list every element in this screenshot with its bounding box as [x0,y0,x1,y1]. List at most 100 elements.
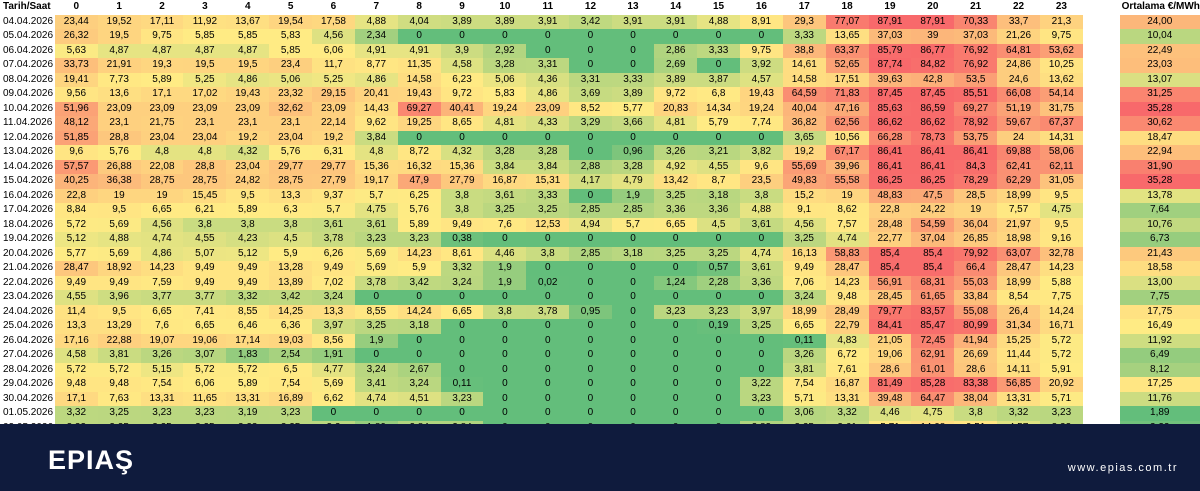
row-date: 25.04.2026 [0,319,55,334]
price-cell: 3,61 [354,217,398,232]
price-cell: 4,75 [911,406,955,421]
price-cell: 58,83 [825,246,869,261]
price-cell: 5,77 [54,246,98,261]
table-row: 17.04.2026 8,84 9,5 6,65 6,21 5,89 6,3 5,7 4,75 5… [0,203,1200,218]
price-cell: 21,3 [1039,14,1083,29]
price-cell: 24,6 [997,72,1040,87]
spacer-cell [1082,232,1120,247]
price-cell: 33,84 [954,290,998,305]
price-cell: 17,11 [140,14,184,29]
price-cell: 5,69 [97,246,141,261]
table-row: 30.04.2026 17,1 7,63 13,31 11,65 13,31 16,89 6,… [0,391,1200,406]
price-cell: 19,54 [269,14,313,29]
price-cell: 3,23 [654,304,698,319]
row-date: 23.04.2026 [0,290,55,305]
price-cell: 9,1 [782,203,826,218]
price-cell: 4,81 [654,116,698,131]
price-cell: 4,46 [868,406,912,421]
daily-average-cell: 22,94 [1119,145,1200,160]
price-cell: 3,81 [97,348,141,363]
spacer-cell [1082,72,1120,87]
price-cell: 0 [569,319,612,334]
price-cell: 14,23 [140,261,184,276]
price-cell: 13,31 [226,391,270,406]
price-cell: 19,24 [483,101,527,116]
spacer-cell [1082,203,1120,218]
price-cell: 9,72 [654,87,698,102]
price-cell: 20,83 [654,101,698,116]
price-cell: 5,79 [697,116,740,131]
price-cell: 5,69 [354,261,398,276]
price-cell: 5,85 [226,29,270,44]
price-cell: 14,61 [782,58,826,73]
price-cell: 23,1 [97,116,141,131]
daily-average-cell: 6,49 [1119,348,1200,363]
price-cell: 3,25 [697,246,740,261]
table-row: 23.04.2026 4,55 3,96 3,77 3,77 3,32 3,42 3,24 0 0… [0,290,1200,305]
price-cell: 3,41 [354,377,398,392]
price-cell: 0 [739,130,783,145]
price-cell: 3,91 [611,14,655,29]
price-cell: 85,4 [868,246,912,261]
price-cell: 7,06 [782,275,826,290]
row-date: 28.04.2026 [0,362,55,377]
price-cell: 3,33 [782,29,826,44]
spacer-cell [1082,377,1120,392]
price-cell: 47,5 [911,188,955,203]
price-cell: 9,49 [54,275,98,290]
price-cell: 19,43 [397,87,441,102]
price-cell: 9,37 [312,188,355,203]
price-cell: 16,87 [825,377,869,392]
price-cell: 0 [654,130,698,145]
price-cell: 22,8 [54,188,98,203]
price-cell: 16,13 [782,246,826,261]
average-header: Ortalama €/MWh [1119,0,1200,15]
price-cell: 8,55 [354,304,398,319]
price-cell: 39,96 [825,159,869,174]
price-cell: 5,72 [226,362,270,377]
price-cell: 19,43 [739,87,783,102]
price-cell: 7,61 [825,362,869,377]
price-cell: 3,87 [697,72,740,87]
price-cell: 21,05 [868,333,912,348]
price-cell: 5,12 [54,232,98,247]
price-cell: 22,77 [868,232,912,247]
price-cell: 18,99 [782,304,826,319]
hour-header: 18 [825,0,869,15]
price-cell: 38,8 [782,43,826,58]
price-cell: 4,36 [526,72,570,87]
price-cell: 28,75 [183,174,227,189]
price-cell: 5,72 [183,362,227,377]
price-cell: 58,06 [1039,145,1083,160]
price-cell: 2,85 [569,246,612,261]
price-cell: 22,08 [140,159,184,174]
price-cell: 5,07 [183,246,227,261]
price-cell: 5,85 [183,29,227,44]
price-cell: 21,91 [97,58,141,73]
row-date: 22.04.2026 [0,275,55,290]
price-cell: 0 [397,290,441,305]
price-cell: 6,8 [697,87,740,102]
price-cell: 5,7 [354,188,398,203]
row-date: 12.04.2026 [0,130,55,145]
price-cell: 11,4 [54,304,98,319]
price-cell: 4,8 [354,145,398,160]
daily-average-cell: 23,03 [1119,58,1200,73]
price-cell: 28,48 [868,217,912,232]
price-cell: 1,9 [611,188,655,203]
price-cell: 4,23 [226,232,270,247]
price-cell: 9,48 [54,377,98,392]
table-row: 14.04.2026 57,57 26,88 22,08 28,8 23,04 29,77 2… [0,159,1200,174]
price-cell: 23,4 [269,58,313,73]
spacer-cell [1082,188,1120,203]
row-date: 19.04.2026 [0,232,55,247]
price-cell: 9,75 [739,43,783,58]
price-cell: 3,8 [954,406,998,421]
price-cell: 23,32 [269,87,313,102]
table-row: 07.04.2026 33,73 21,91 19,3 19,5 19,5 23,4 11,7… [0,58,1200,73]
price-cell: 72,45 [911,333,955,348]
spacer-column [1082,0,1120,15]
price-cell: 22,8 [868,203,912,218]
price-cell: 4,86 [226,72,270,87]
price-cell: 3,8 [739,188,783,203]
